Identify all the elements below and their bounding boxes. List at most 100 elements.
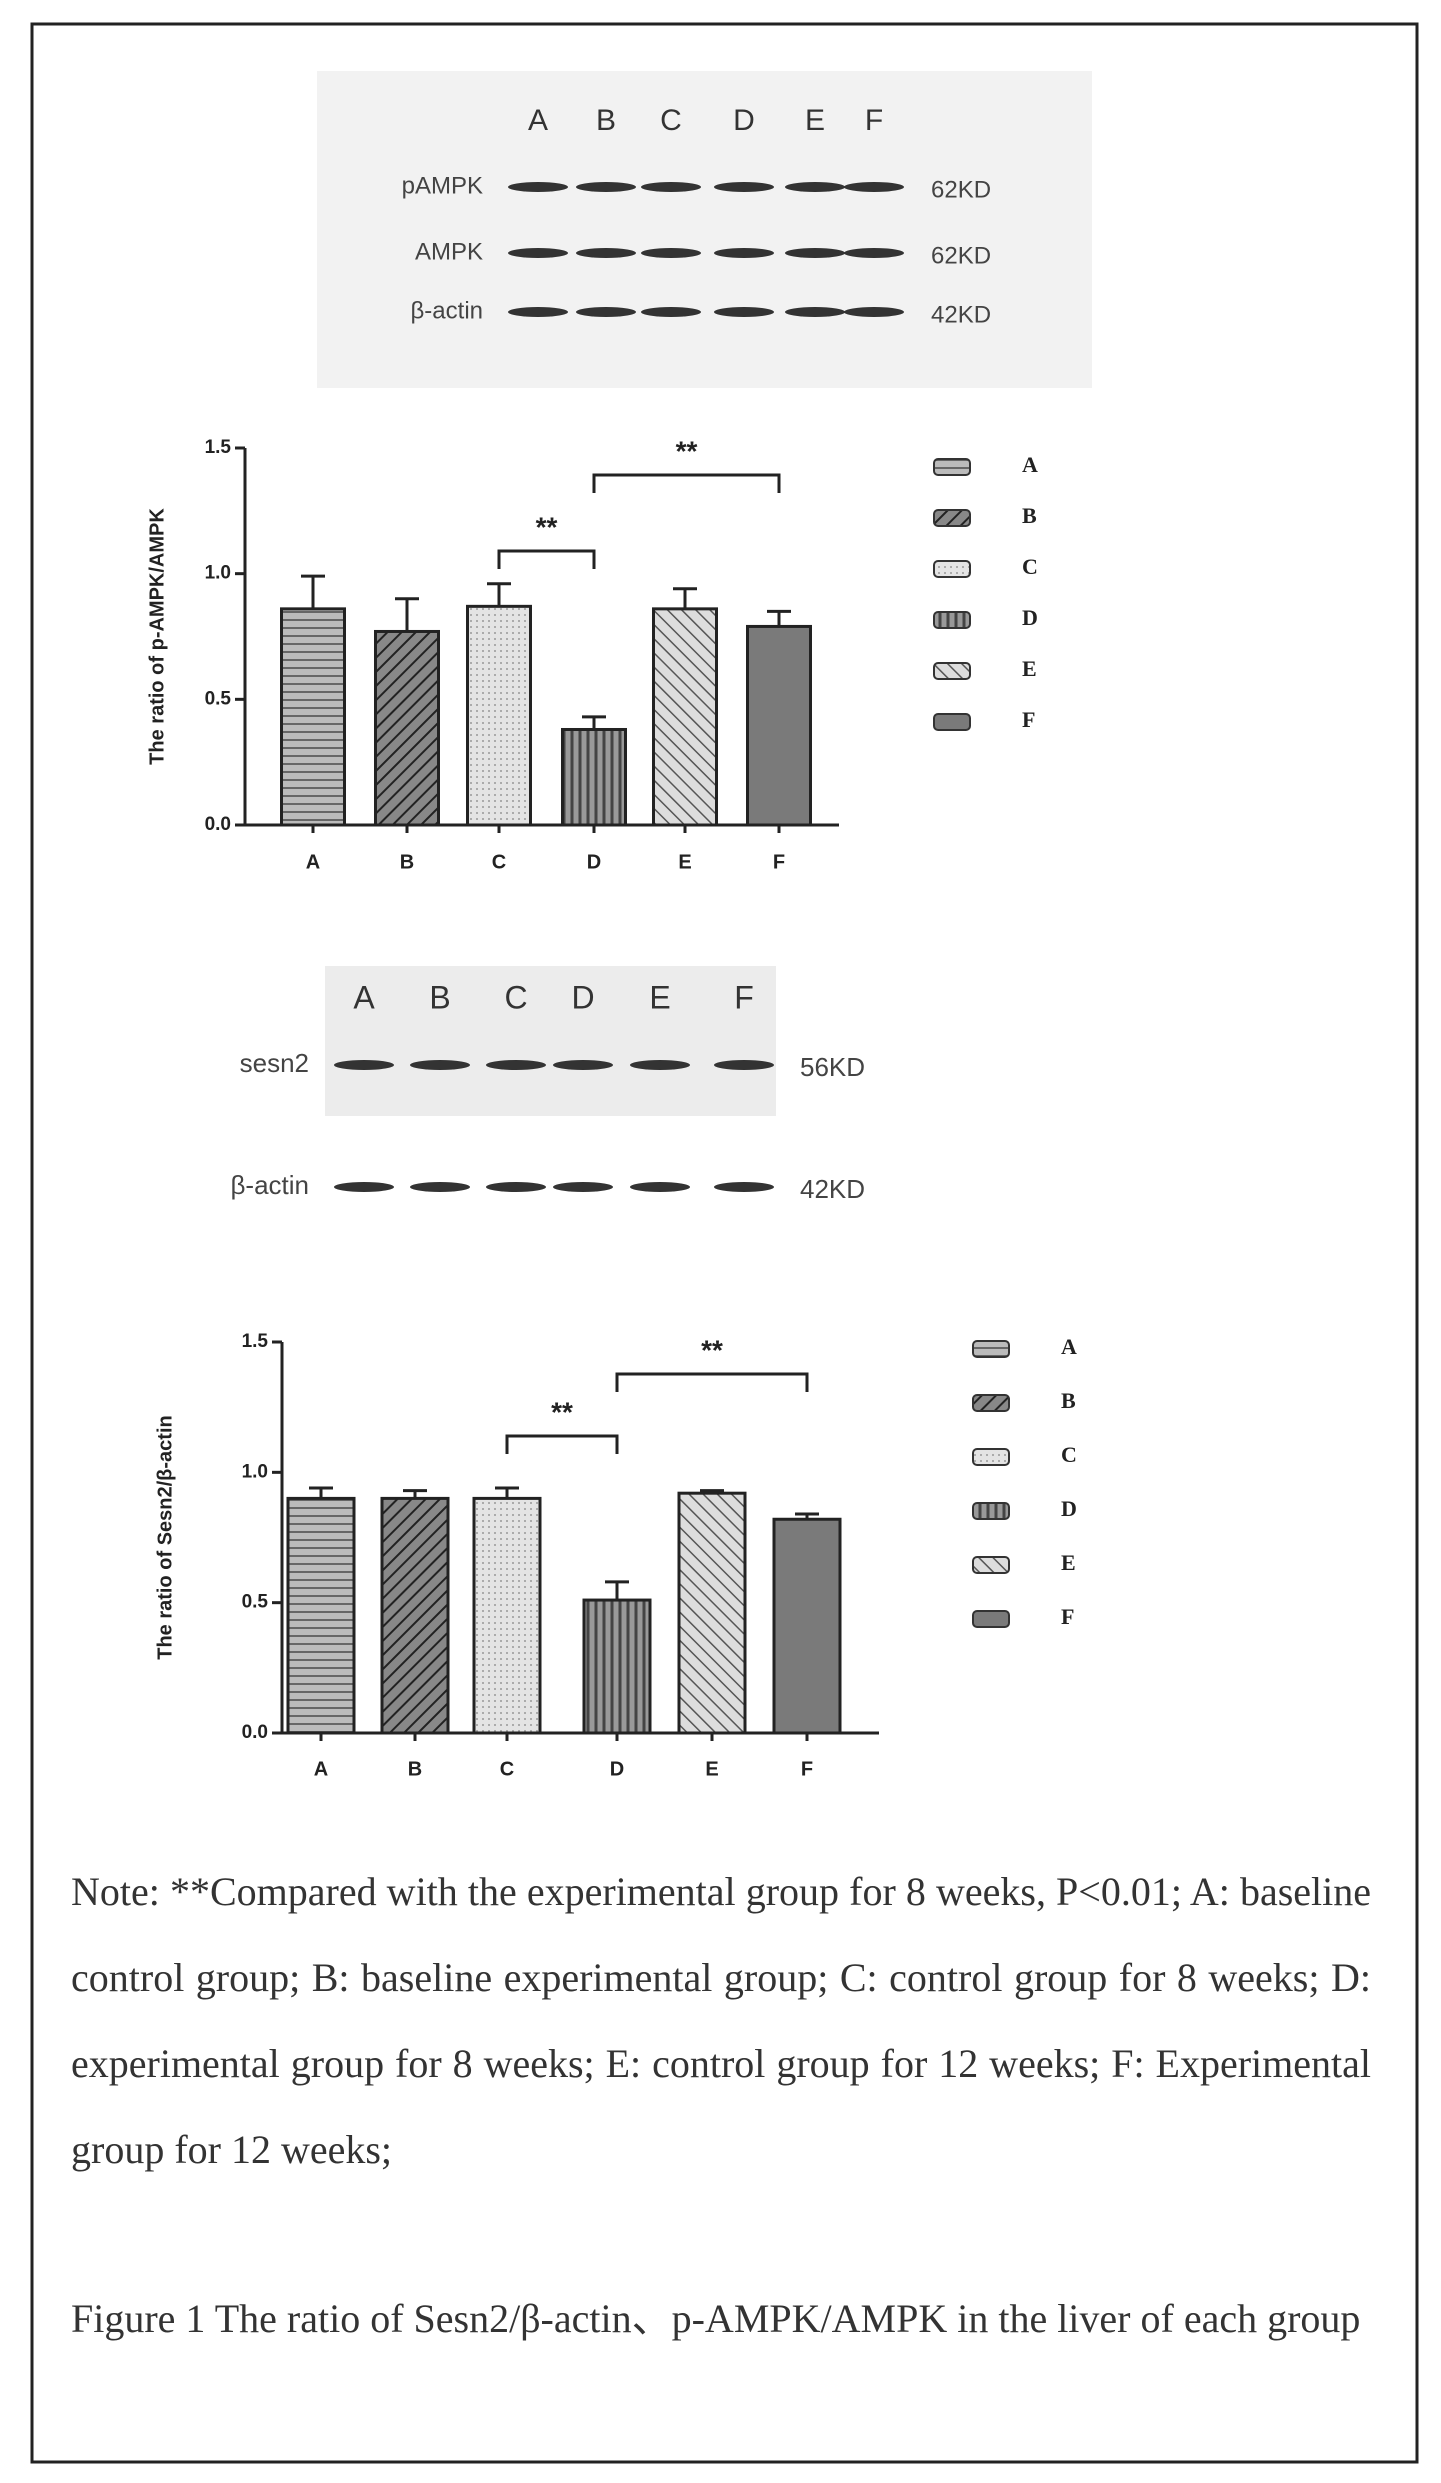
lane-label: B [596,104,616,137]
band [844,182,904,192]
x-tick-label: F [801,1758,813,1780]
y-tick-label: 0.5 [205,688,232,709]
x-tick-label: C [500,1758,514,1780]
blot-background [317,71,1092,388]
band [714,1060,774,1070]
legend-swatch [934,612,970,628]
bar [382,1498,448,1733]
x-tick-label: B [408,1758,422,1780]
legend-label: F [1022,707,1035,732]
note: Note: **Compared with the experimental g… [71,1849,1371,2193]
band [641,307,701,317]
lane-label: A [528,104,548,137]
legend-swatch [973,1341,1009,1357]
legend-swatch [973,1503,1009,1519]
band [714,248,774,258]
size-label: 42KD [931,301,991,328]
band [630,1060,690,1070]
band [334,1060,394,1070]
size-label: 56KD [800,1052,865,1082]
lane-label: D [571,979,594,1015]
y-tick-label: 1.0 [205,563,231,584]
y-tick-label: 1.5 [242,1331,269,1352]
lane-label: F [865,104,883,137]
bar [288,1498,354,1733]
blot-background [325,966,776,1116]
x-tick-label: F [773,851,785,873]
significance-label: ** [676,435,698,466]
band [785,248,845,258]
y-axis-label: The ratio of Sesn2/β-actin [154,1415,176,1659]
legend-swatch [934,663,970,679]
legend-label: A [1022,452,1038,477]
lane-label: D [733,104,755,137]
bar [282,609,345,825]
legend-swatch [973,1611,1009,1627]
bar [474,1498,540,1733]
size-label: 62KD [931,176,991,203]
significance-bracket [499,551,594,569]
band [844,307,904,317]
band [508,307,568,317]
size-label: 62KD [931,242,991,269]
error-bar [767,611,791,626]
error-bar [301,576,325,609]
legend-label: C [1061,1442,1077,1467]
lane-label: B [429,979,450,1015]
y-tick-label: 0.0 [242,1722,268,1743]
band [410,1060,470,1070]
bar [563,729,626,825]
legend-label: D [1061,1496,1077,1521]
y-tick-label: 1.0 [242,1461,268,1482]
x-tick-label: C [492,851,506,873]
error-bar [673,589,697,609]
band [508,248,568,258]
x-tick-label: B [400,851,414,873]
band [714,1182,774,1192]
band [486,1060,546,1070]
error-bar [395,599,419,632]
row-label: β-actin [230,1170,309,1200]
band [714,182,774,192]
bar [584,1600,650,1733]
size-label: 42KD [800,1174,865,1204]
band [576,248,636,258]
legend-swatch [934,561,970,577]
error-bar [582,717,606,730]
error-bar [495,1488,519,1498]
y-tick-label: 0.5 [242,1592,269,1613]
band [486,1182,546,1192]
legend-swatch [973,1557,1009,1573]
legend-label: B [1022,503,1037,528]
legend-swatch [934,510,970,526]
legend-swatch [934,714,970,730]
y-axis-label: The ratio of p-AMPK/AMPK [146,508,168,765]
significance-label: ** [551,1396,573,1427]
legend-label: C [1022,554,1038,579]
band [334,1182,394,1192]
significance-label: ** [536,511,558,542]
bar [774,1519,840,1733]
bar [679,1493,745,1733]
legend-swatch [973,1449,1009,1465]
caption: Figure 1 The ratio of Sesn2/β-actin、p-AM… [71,2276,1371,2362]
legend-swatch [973,1395,1009,1411]
y-tick-label: 1.5 [205,437,232,458]
band [508,182,568,192]
band [576,182,636,192]
lane-label: E [649,979,670,1015]
legend-swatch [934,459,970,475]
band [641,248,701,258]
band [630,1182,690,1192]
lane-label: E [805,104,825,137]
bar [468,606,531,825]
legend-label: A [1061,1334,1077,1359]
lane-label: A [353,979,375,1015]
x-tick-label: E [705,1758,718,1780]
x-tick-label: A [306,851,320,873]
significance-label: ** [701,1334,723,1365]
y-tick-label: 0.0 [205,814,231,835]
band [553,1060,613,1070]
error-bar [605,1582,629,1600]
band [714,307,774,317]
